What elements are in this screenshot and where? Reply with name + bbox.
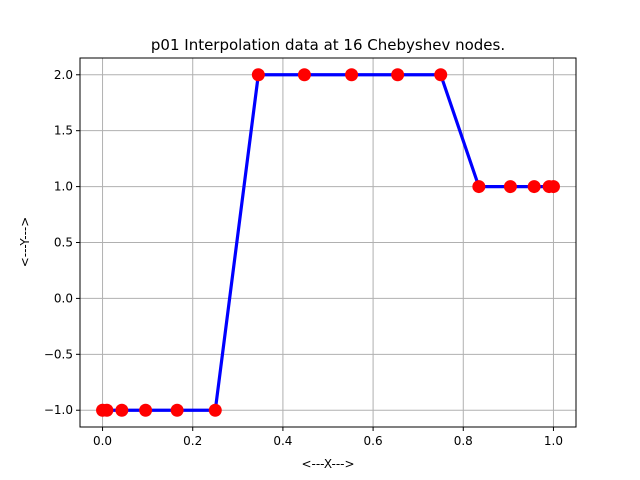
data-point	[434, 68, 448, 82]
data-point	[472, 180, 486, 194]
chart-title: p01 Interpolation data at 16 Chebyshev n…	[151, 36, 505, 54]
x-tick-label: 0.4	[273, 434, 292, 448]
y-tick-label: −1.0	[44, 403, 73, 417]
data-point	[251, 68, 265, 82]
x-tick-label: 0.8	[454, 434, 473, 448]
data-point	[503, 180, 517, 194]
series-line	[102, 73, 554, 412]
data-point	[208, 403, 222, 417]
y-axis-ticks: −1.0 −0.5 0.0 0.5 1.0 1.5 2.0	[44, 68, 80, 417]
data-point	[391, 68, 405, 82]
data-point	[115, 403, 129, 417]
data-point	[297, 68, 311, 82]
y-tick-label: 1.0	[54, 180, 73, 194]
grid-lines	[80, 58, 576, 427]
y-tick-label: −0.5	[44, 347, 73, 361]
series-markers	[96, 68, 560, 417]
y-tick-label: 0.5	[54, 236, 73, 250]
x-tick-label: 0.2	[183, 434, 202, 448]
x-tick-label: 0.6	[364, 434, 383, 448]
y-tick-label: 1.5	[54, 124, 73, 138]
x-axis-label: <---X--->	[301, 457, 354, 471]
data-point	[139, 403, 153, 417]
data-point	[546, 180, 560, 194]
x-axis-ticks: 0.0 0.2 0.4 0.6 0.8 1.0	[93, 427, 563, 448]
y-axis-label: <---Y--->	[18, 217, 32, 268]
data-point	[345, 68, 359, 82]
data-point	[527, 180, 541, 194]
x-tick-label: 0.0	[93, 434, 112, 448]
data-point	[100, 403, 114, 417]
x-tick-label: 1.0	[544, 434, 563, 448]
y-tick-label: 0.0	[54, 291, 73, 305]
series-line-layer	[102, 73, 554, 412]
y-tick-label: 2.0	[54, 68, 73, 82]
data-point	[170, 403, 184, 417]
